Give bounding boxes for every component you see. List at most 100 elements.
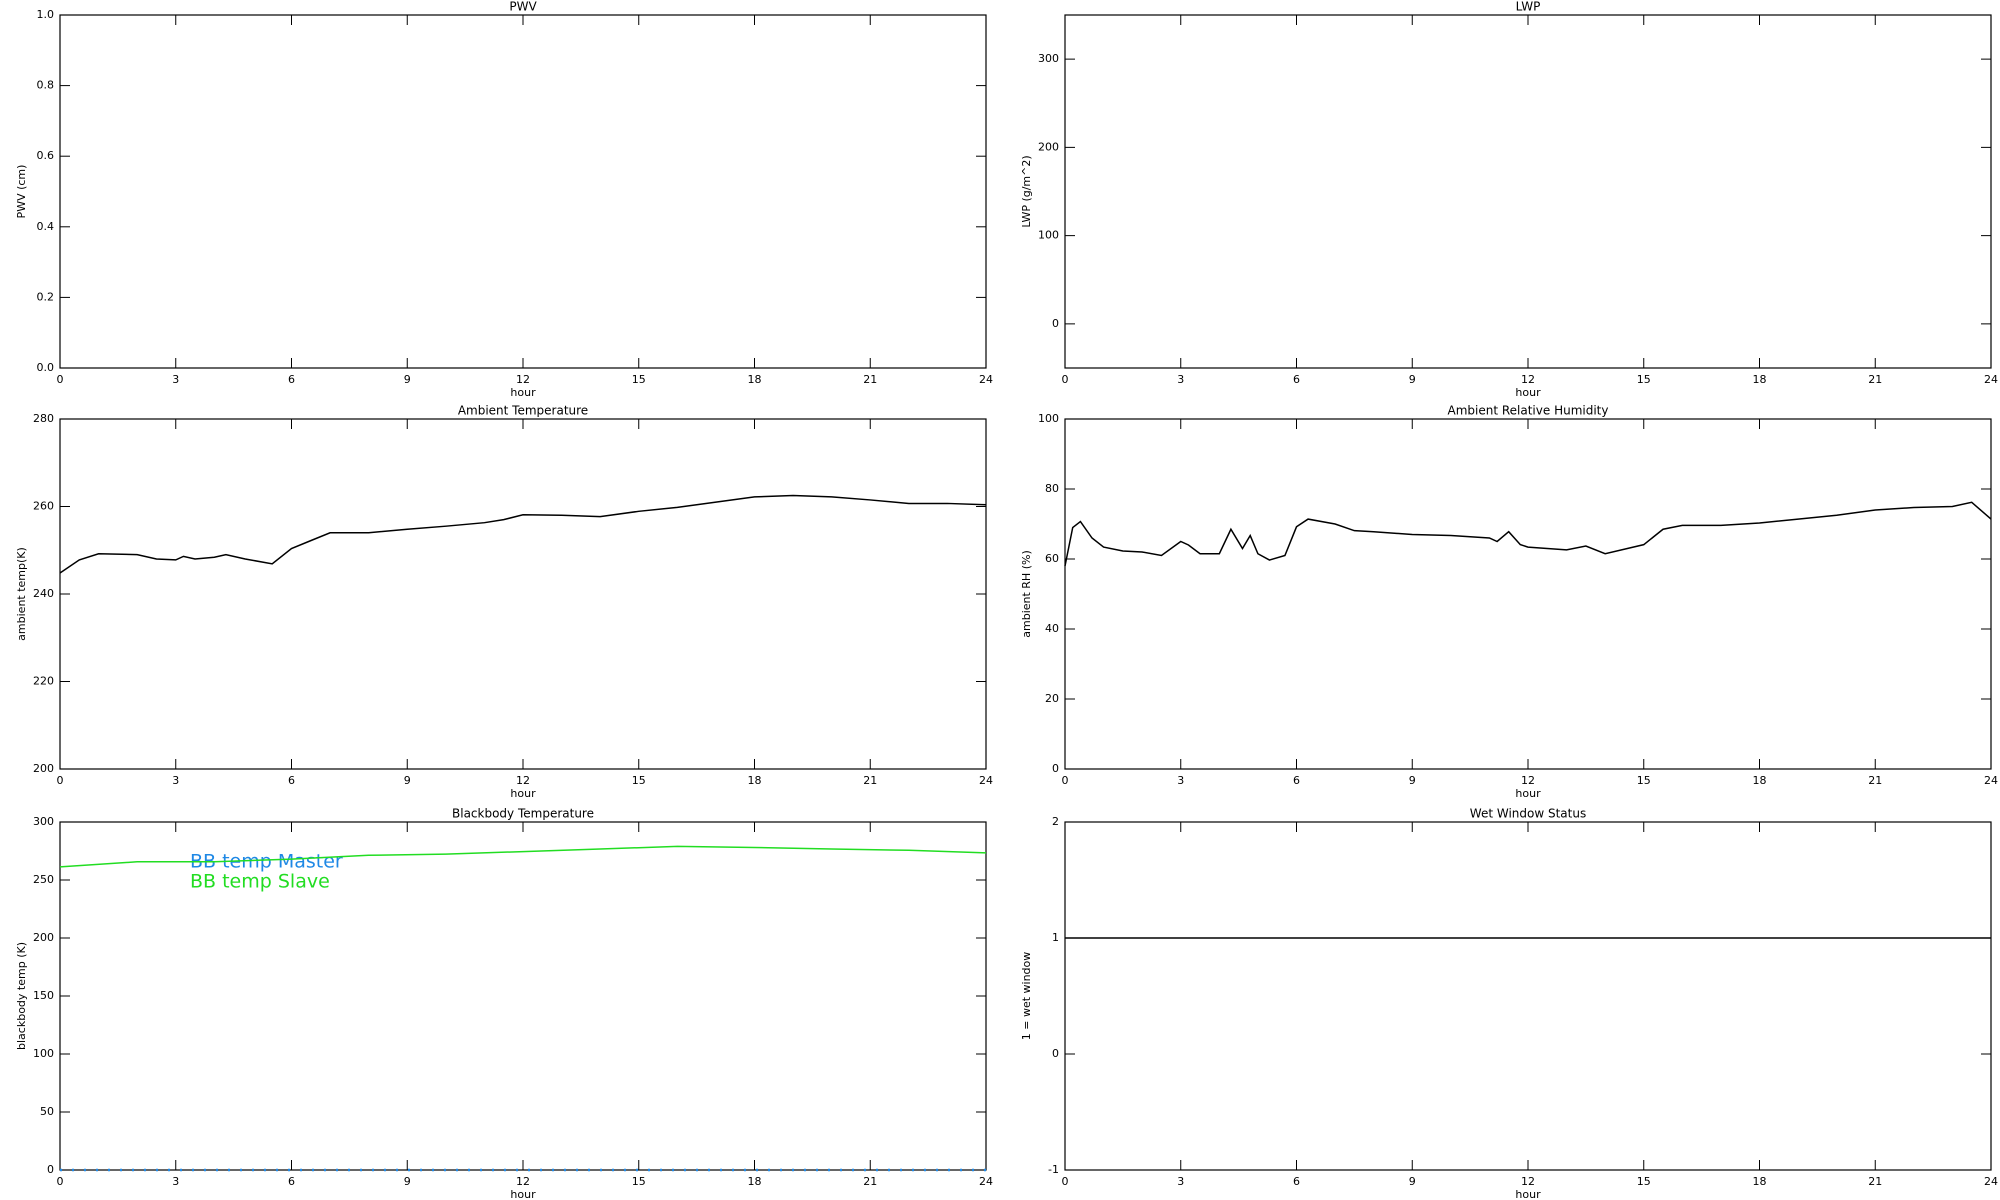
x-tick-label: 24 <box>1984 373 1998 386</box>
plot-frame <box>59 418 987 770</box>
x-axis-label: hour <box>1515 1188 1541 1200</box>
y-axis-label: PWV (cm) <box>15 165 28 219</box>
y-tick-label: 100 <box>1038 229 1059 242</box>
y-axis-label: blackbody temp (K) <box>15 942 28 1050</box>
x-tick-label: 3 <box>172 373 179 386</box>
y-tick-label: 2 <box>1052 815 1059 828</box>
x-tick-label: 0 <box>57 373 64 386</box>
chart-title: Wet Window Status <box>1470 807 1586 821</box>
y-tick-label: 0.8 <box>37 79 55 92</box>
x-tick-label: 18 <box>1753 774 1767 787</box>
y-tick-label: 0 <box>1052 762 1059 775</box>
x-axis-label: hour <box>1515 787 1541 800</box>
legend-entry: BB temp Master <box>190 851 343 873</box>
y-tick-label: 250 <box>33 873 54 886</box>
x-tick-label: 0 <box>1062 774 1069 787</box>
chart-title: Blackbody Temperature <box>452 807 594 821</box>
x-tick-label: 21 <box>863 1175 877 1188</box>
x-tick-label: 24 <box>979 1175 993 1188</box>
y-tick-label: 280 <box>33 412 54 425</box>
x-tick-label: 6 <box>1293 373 1300 386</box>
legend-entry: BB temp Slave <box>190 871 330 893</box>
y-tick-label: 20 <box>1045 692 1059 705</box>
x-tick-label: 15 <box>1637 774 1651 787</box>
x-tick-label: 21 <box>863 373 877 386</box>
x-tick-label: 12 <box>1521 373 1535 386</box>
y-tick-label: 240 <box>33 587 54 600</box>
x-tick-label: 0 <box>57 1175 64 1188</box>
x-tick-label: 15 <box>632 1175 646 1188</box>
x-tick-label: 6 <box>1293 774 1300 787</box>
x-tick-label: 9 <box>1409 1175 1416 1188</box>
chart-title: PWV <box>509 0 537 14</box>
plot-frame <box>1064 821 1992 1171</box>
y-tick-label: 200 <box>1038 140 1059 153</box>
x-tick-label: 3 <box>172 774 179 787</box>
y-axis-label: LWP (g/m^2) <box>1020 155 1033 227</box>
y-tick-label: 40 <box>1045 622 1059 635</box>
y-tick-label: 300 <box>33 815 54 828</box>
y-tick-label: 60 <box>1045 552 1059 565</box>
x-axis-label: hour <box>510 386 536 399</box>
x-tick-label: 15 <box>1637 373 1651 386</box>
y-tick-label: 0 <box>1052 317 1059 330</box>
y-tick-label: 100 <box>33 1047 54 1060</box>
y-tick-label: 260 <box>33 500 54 513</box>
data-line <box>59 845 987 868</box>
x-tick-label: 24 <box>979 373 993 386</box>
x-tick-label: 3 <box>1177 1175 1184 1188</box>
y-tick-label: 0 <box>1052 1047 1059 1060</box>
y-tick-label: 1 <box>1052 931 1059 944</box>
x-tick-label: 6 <box>288 774 295 787</box>
x-tick-label: 18 <box>1753 373 1767 386</box>
x-tick-label: 9 <box>404 774 411 787</box>
chart-title: Ambient Relative Humidity <box>1448 404 1609 418</box>
plot-frame <box>1064 418 1992 770</box>
y-tick-label: 0.0 <box>37 361 55 374</box>
y-tick-label: 200 <box>33 762 54 775</box>
x-tick-label: 9 <box>1409 373 1416 386</box>
x-tick-label: 21 <box>1868 1175 1882 1188</box>
x-tick-label: 12 <box>516 1175 530 1188</box>
x-tick-label: 9 <box>1409 774 1416 787</box>
y-tick-label: 220 <box>33 675 54 688</box>
x-axis-label: hour <box>510 1188 536 1200</box>
x-tick-label: 0 <box>57 774 64 787</box>
x-tick-label: 24 <box>1984 1175 1998 1188</box>
x-tick-label: 24 <box>1984 774 1998 787</box>
x-tick-label: 6 <box>288 373 295 386</box>
x-tick-label: 15 <box>632 373 646 386</box>
y-tick-label: 50 <box>40 1105 54 1118</box>
x-tick-label: 6 <box>288 1175 295 1188</box>
data-line <box>1064 501 1992 567</box>
x-tick-label: 15 <box>1637 1175 1651 1188</box>
x-tick-label: 18 <box>748 1175 762 1188</box>
x-tick-label: 18 <box>748 774 762 787</box>
x-tick-label: 24 <box>979 774 993 787</box>
x-tick-label: 3 <box>1177 774 1184 787</box>
y-tick-label: 0.2 <box>37 290 55 303</box>
x-tick-label: 15 <box>632 774 646 787</box>
x-tick-label: 21 <box>1868 373 1882 386</box>
x-tick-label: 0 <box>1062 1175 1069 1188</box>
y-axis-label: 1 = wet window <box>1020 952 1033 1041</box>
chart-title: Ambient Temperature <box>458 404 588 418</box>
x-axis-label: hour <box>510 787 536 800</box>
y-tick-label: 0.6 <box>37 149 55 162</box>
chart-title: LWP <box>1516 0 1541 14</box>
y-tick-label: -1 <box>1048 1163 1059 1176</box>
x-tick-label: 21 <box>1868 774 1882 787</box>
plot-frame <box>59 14 987 369</box>
x-tick-label: 12 <box>1521 1175 1535 1188</box>
x-tick-label: 21 <box>863 774 877 787</box>
x-tick-label: 18 <box>748 373 762 386</box>
x-tick-label: 0 <box>1062 373 1069 386</box>
y-tick-label: 80 <box>1045 482 1059 495</box>
y-tick-label: 200 <box>33 931 54 944</box>
plot-frame <box>1064 14 1992 369</box>
x-tick-label: 9 <box>404 373 411 386</box>
data-line <box>59 494 987 574</box>
y-tick-label: 300 <box>1038 52 1059 65</box>
y-tick-label: 0 <box>47 1163 54 1176</box>
x-axis-label: hour <box>1515 386 1541 399</box>
